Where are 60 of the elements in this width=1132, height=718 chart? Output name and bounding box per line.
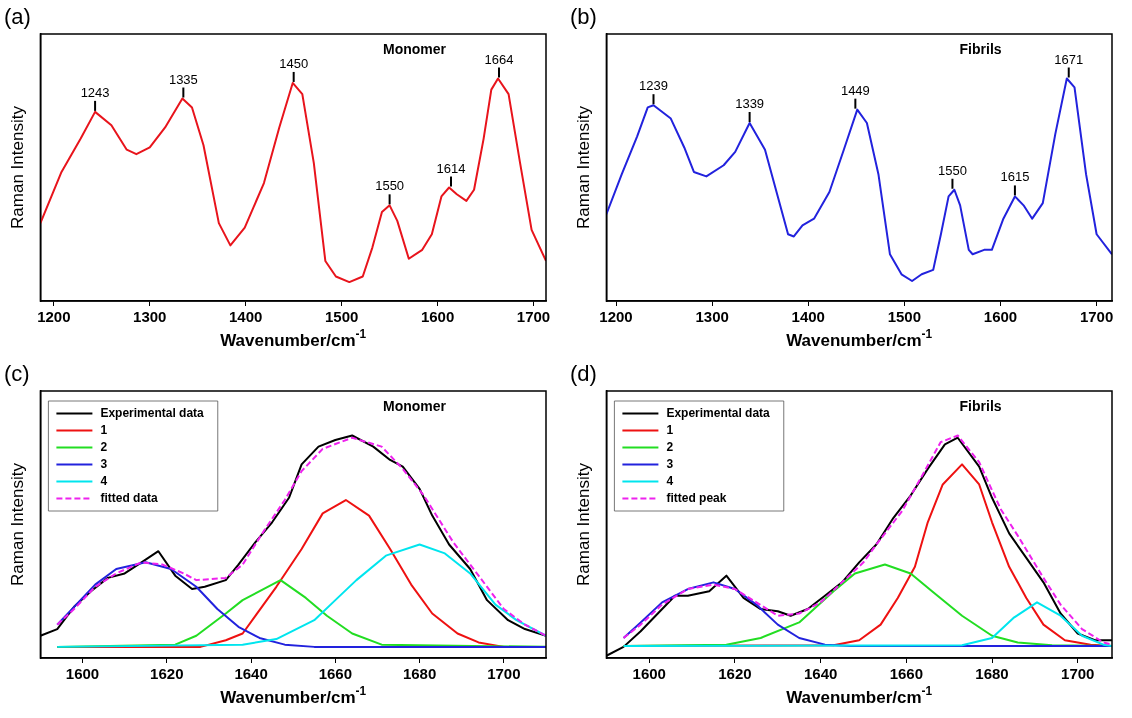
chart-title: (b) xyxy=(570,4,597,29)
legend-label: Experimental data xyxy=(100,405,205,420)
annotation: 1449 xyxy=(840,82,870,98)
x-tick-label: 1300 xyxy=(133,308,167,326)
annotation: 1664 xyxy=(484,51,514,67)
legend-label: 3 xyxy=(666,456,674,471)
chart-subtitle: Fibrils xyxy=(959,398,1002,414)
chart-subtitle: Fibrils xyxy=(959,41,1002,57)
annotation: 1239 xyxy=(639,78,668,94)
x-tick-label: 1600 xyxy=(632,665,666,683)
annotation: 1335 xyxy=(168,71,198,87)
legend-label: 2 xyxy=(100,439,108,454)
annotation: 1550 xyxy=(375,178,405,194)
legend-label: 4 xyxy=(666,473,674,488)
y-axis-title: Raman Intensity xyxy=(573,105,593,229)
y-axis-title: Raman Intensity xyxy=(7,105,27,229)
x-tick-label: 1400 xyxy=(791,308,825,326)
x-tick-label: 1680 xyxy=(402,665,437,683)
x-tick-label: 1660 xyxy=(889,665,924,683)
annotation: 1615 xyxy=(1000,169,1030,185)
chart-title: (d) xyxy=(570,361,597,386)
chart-title: (c) xyxy=(4,361,30,386)
legend-label: fitted data xyxy=(100,490,159,505)
annotation: 1550 xyxy=(937,162,967,178)
x-tick-label: 1600 xyxy=(420,308,455,326)
legend-label: fitted peak xyxy=(666,490,727,505)
x-tick-label: 1600 xyxy=(983,308,1018,326)
x-tick-label: 1200 xyxy=(599,308,633,326)
annotation: 1450 xyxy=(279,55,309,71)
legend-label: 1 xyxy=(666,422,674,437)
x-tick-label: 1700 xyxy=(1061,665,1095,683)
x-tick-label: 1700 xyxy=(487,665,521,683)
chart-subtitle: Monomer xyxy=(383,41,447,57)
x-tick-label: 1400 xyxy=(229,308,263,326)
x-tick-label: 1500 xyxy=(887,308,922,326)
x-tick-label: 1620 xyxy=(150,665,184,683)
legend-label: 2 xyxy=(666,439,674,454)
y-axis-title: Raman Intensity xyxy=(7,462,27,586)
annotation: 1243 xyxy=(80,84,110,100)
x-tick-label: 1640 xyxy=(234,665,268,683)
chart-title: (a) xyxy=(4,4,31,29)
x-tick-label: 1600 xyxy=(65,665,100,683)
x-tick-label: 1300 xyxy=(695,308,729,326)
x-tick-label: 1660 xyxy=(318,665,353,683)
annotation: 1671 xyxy=(1054,51,1084,67)
legend-label: 4 xyxy=(100,473,108,488)
x-tick-label: 1700 xyxy=(1079,308,1114,326)
chart-subtitle: Monomer xyxy=(383,398,447,414)
x-tick-label: 1700 xyxy=(516,308,551,326)
x-tick-label: 1200 xyxy=(37,308,71,326)
legend-label: Experimental data xyxy=(666,405,771,420)
y-axis-title: Raman Intensity xyxy=(573,462,593,586)
x-tick-label: 1500 xyxy=(324,308,359,326)
annotation: 1614 xyxy=(436,160,466,176)
legend-label: 1 xyxy=(100,422,108,437)
legend-label: 3 xyxy=(100,456,108,471)
annotation: 1339 xyxy=(735,96,765,111)
x-tick-label: 1620 xyxy=(718,665,752,683)
x-tick-label: 1680 xyxy=(975,665,1009,683)
x-tick-label: 1640 xyxy=(803,665,838,683)
